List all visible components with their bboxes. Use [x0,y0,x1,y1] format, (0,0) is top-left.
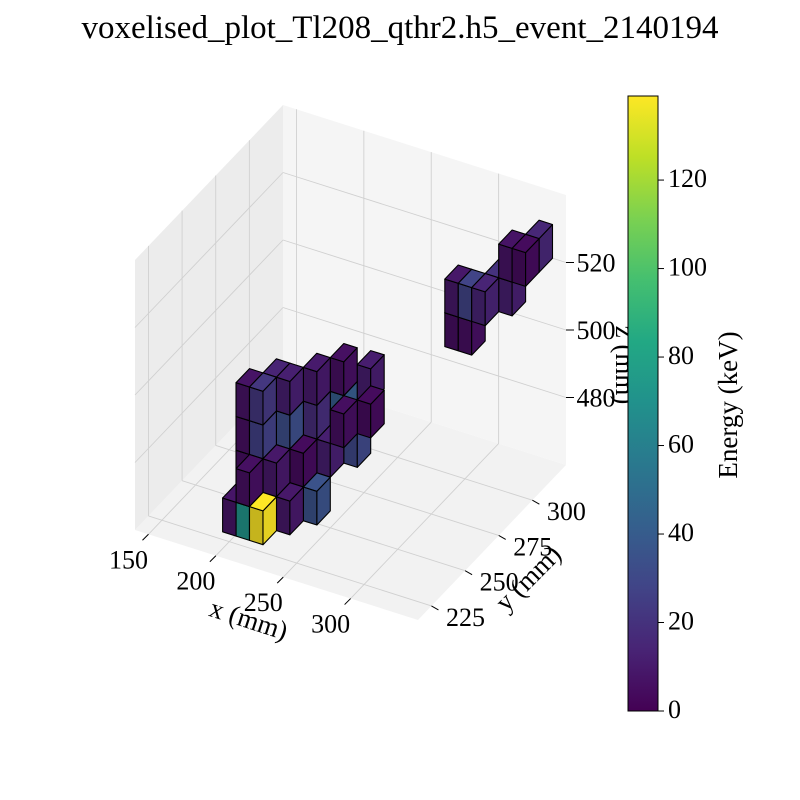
y-tick-label: 250 [480,568,519,597]
x-tick [276,576,284,584]
grid-line-x [350,443,499,599]
grid-line-x [282,421,432,578]
x-tick-label: 300 [311,610,350,639]
y-tick-label: 225 [446,603,485,632]
voxel [329,395,358,449]
grid-line-z [134,239,284,396]
grid-line-z [282,307,567,398]
y-tick [431,605,439,611]
grid-line-z [134,172,284,328]
grid-line-z [134,307,284,463]
voxel [248,372,277,426]
voxel [302,352,331,406]
colorbar-tick-label: 20 [668,606,694,635]
voxel [511,233,540,287]
colorbar-gradient [627,95,659,712]
x-tick [344,598,351,605]
colorbar-tick-label: 60 [668,430,694,459]
colorbar-tick-label: 40 [668,518,694,547]
colorbar-label: Energy (keV) [713,331,743,478]
x-tick-label: 150 [109,545,148,574]
voxel [275,362,304,416]
voxel-layer [222,219,554,546]
colorbar-tick-label: 0 [668,695,681,724]
chart-title: voxelised_plot_Tl208_qthr2.h5_event_2140… [81,10,719,46]
voxel [356,385,385,439]
y-tick-label: 275 [513,532,552,561]
z-tick-label: 480 [577,383,616,412]
x-tick [142,533,149,541]
y-tick [464,570,473,576]
voxel [275,482,304,536]
grid-line-z [282,239,567,331]
y-tick [532,499,540,505]
colorbar-tick-label: 80 [668,341,694,370]
x-tick-label: 250 [244,588,283,617]
z-tick-label: 500 [577,316,616,345]
colorbar-tick-label: 100 [668,253,707,282]
grid-line-y [148,515,432,607]
y-tick [498,535,506,540]
voxel [235,453,264,508]
colorbar-tick-label: 120 [668,164,707,193]
voxel [248,491,278,546]
voxel [302,472,331,526]
z-tick-label: 520 [577,248,616,277]
colorbar: 0 20 40 60 80 100 120 Energy (keV) [627,95,743,724]
voxel [329,342,358,397]
voxel [471,272,500,327]
x-tick-label: 200 [176,567,215,596]
voxel [262,444,291,498]
y-tick-label: 300 [547,497,586,526]
x-tick [209,555,217,563]
